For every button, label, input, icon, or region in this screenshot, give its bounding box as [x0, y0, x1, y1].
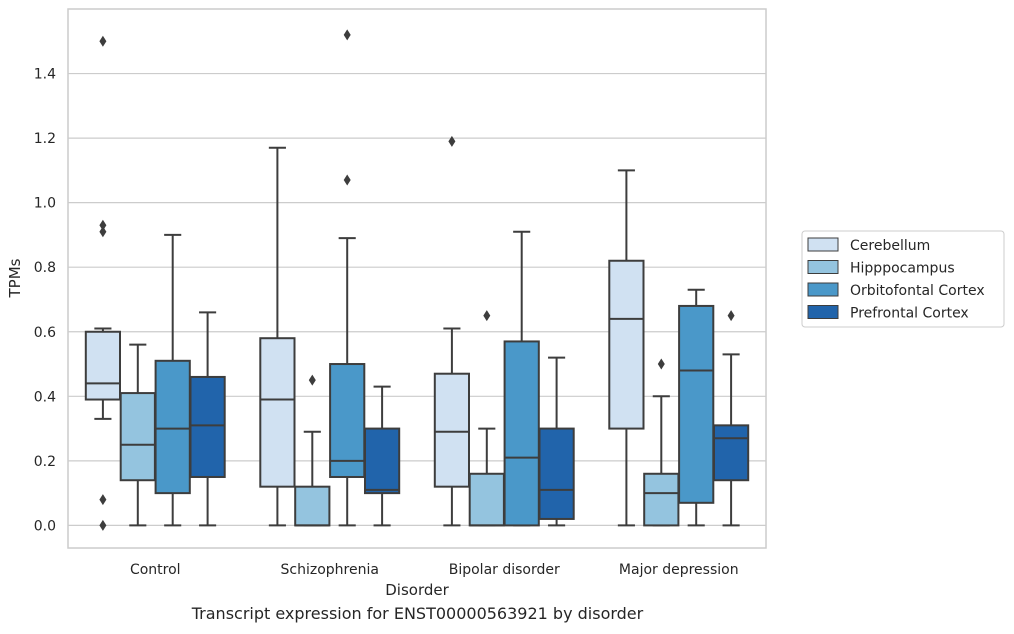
outlier-point: [657, 358, 665, 370]
legend-label: Orbitofontal Cortex: [850, 283, 985, 299]
y-tick-label: 0.2: [34, 454, 56, 470]
box-body: [538, 427, 575, 520]
y-tick-label: 1.0: [34, 196, 56, 212]
box-2-2: [503, 230, 540, 527]
y-tick-label: 0.0: [34, 518, 56, 534]
box-1-0: [259, 146, 296, 527]
box-0-1: [119, 343, 156, 527]
legend-swatch: [807, 260, 839, 274]
outlier-point: [343, 29, 351, 41]
box-3-1: [643, 358, 680, 527]
x-tick-labels: Control Schizophrenia Bipolar disorder Majo…: [130, 562, 739, 578]
y-tick-label: 0.6: [34, 325, 56, 341]
legend: Cerebellum Hipppocampus Orbitofontal Corte…: [801, 230, 1005, 328]
box-body: [678, 304, 715, 504]
box-3-0: [608, 169, 645, 527]
y-tick-label: 1.4: [34, 67, 56, 83]
box-0-2: [154, 233, 191, 527]
legend-frame: [801, 230, 1005, 328]
outlier-point: [308, 374, 316, 386]
box-0-0: [84, 35, 122, 531]
x-tick-label: Bipolar disorder: [449, 562, 560, 578]
x-tick-label: Schizophrenia: [281, 562, 379, 578]
box-body: [84, 330, 122, 401]
box-body: [712, 424, 750, 482]
legend-swatch: [807, 305, 839, 319]
box-body: [503, 340, 540, 527]
legend-swatch: [807, 282, 839, 297]
outlier-point: [99, 226, 107, 238]
box-body: [294, 485, 331, 527]
legend-label: Hipppocampus: [850, 261, 955, 277]
box-3-3: [712, 310, 750, 527]
box-0-3: [189, 311, 226, 527]
y-tick-labels: 0.0 0.2 0.4 0.6 0.8 1.0 1.2 1.4: [34, 67, 56, 535]
box-body: [468, 472, 505, 527]
box-body: [363, 427, 401, 495]
outlier-point: [99, 494, 107, 506]
box-body: [189, 375, 226, 478]
box-3-2: [678, 288, 715, 527]
legend-swatch: [807, 237, 839, 252]
outlier-point: [448, 135, 456, 147]
box-body: [643, 472, 680, 527]
y-axis-label: TPMs: [6, 258, 24, 298]
box-body: [119, 392, 156, 482]
box-body: [433, 372, 471, 488]
outlier-point: [99, 519, 107, 531]
y-tick-label: 0.4: [34, 389, 56, 405]
box-1-2: [329, 29, 366, 527]
x-tick-label: Control: [130, 562, 181, 578]
box-groups: [84, 29, 750, 531]
box-body: [154, 359, 191, 495]
box-2-0: [433, 135, 471, 527]
box-body: [608, 259, 645, 430]
legend-label: Cerebellum: [850, 238, 930, 254]
box-body: [329, 363, 366, 478]
box-1-1: [294, 374, 331, 527]
plot-frame: [67, 8, 767, 549]
outlier-point: [99, 219, 107, 231]
x-tick-label: Major depression: [619, 562, 739, 578]
outlier-point: [99, 35, 107, 47]
figure-caption: Transcript expression for ENST0000056392…: [191, 604, 644, 623]
box-1-3: [363, 385, 401, 527]
y-tick-label: 1.2: [34, 131, 56, 147]
legend-label: Prefrontal Cortex: [850, 306, 969, 322]
outlier-point: [727, 310, 735, 322]
box-2-1: [468, 310, 505, 527]
x-axis-label: Disorder: [385, 581, 449, 599]
outlier-point: [343, 174, 351, 186]
box-body: [259, 337, 296, 488]
y-tick-label: 0.8: [34, 260, 56, 276]
outlier-point: [483, 310, 491, 322]
box-2-3: [538, 356, 575, 527]
